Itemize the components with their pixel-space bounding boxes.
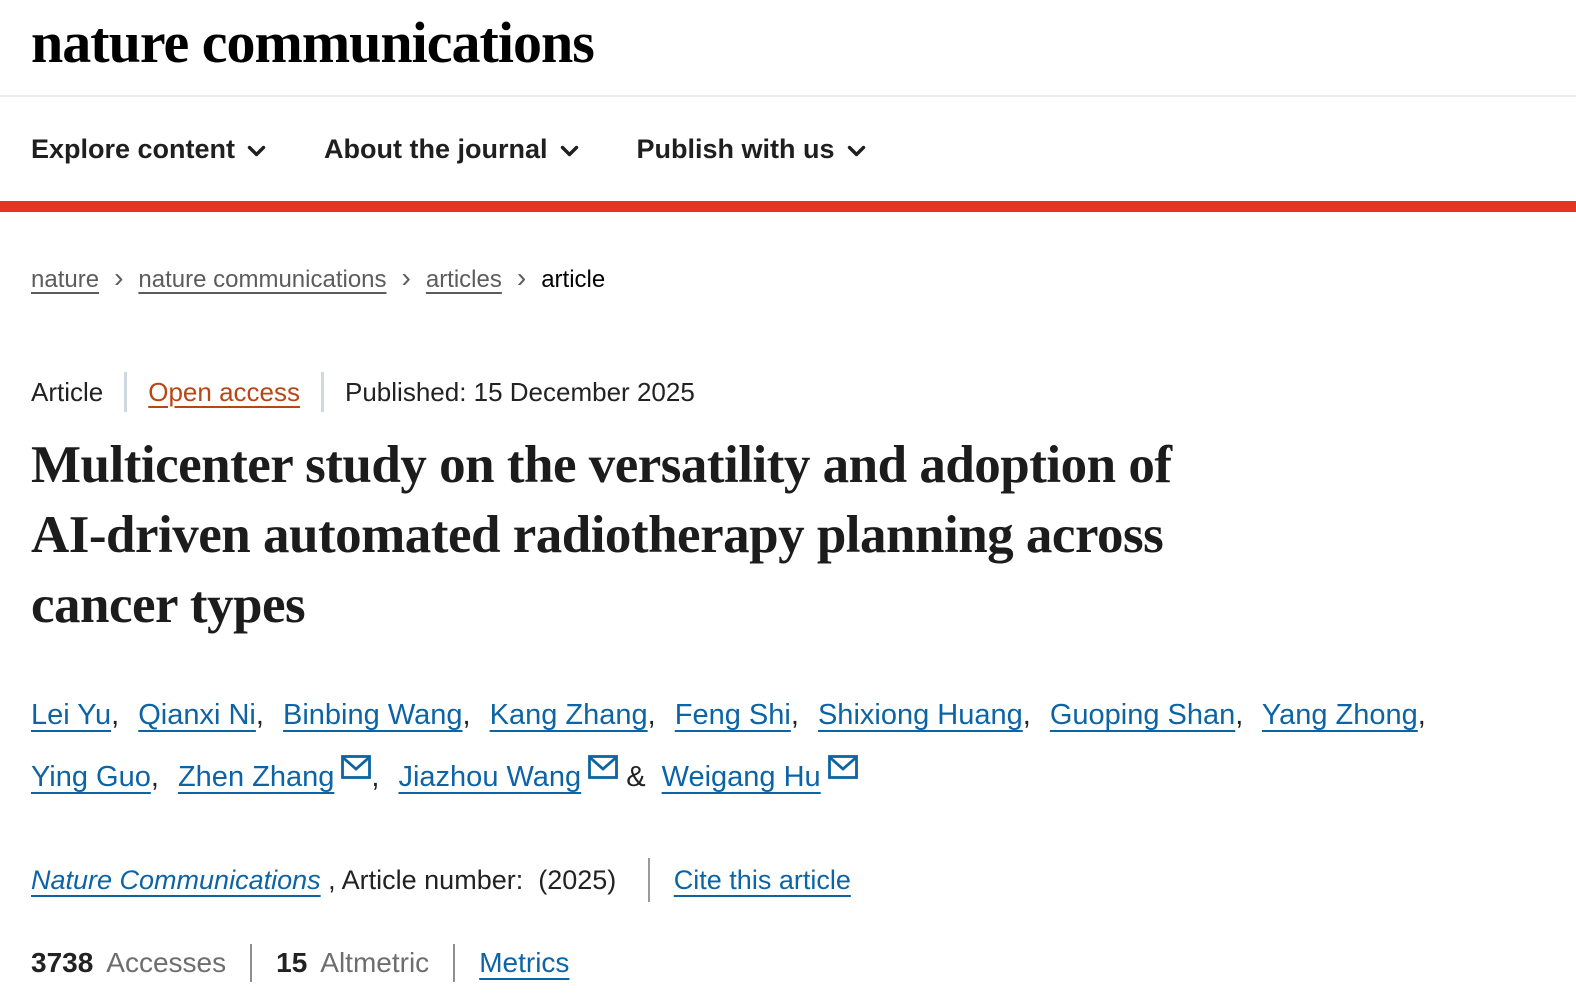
email-icon[interactable] [341,739,372,801]
nav-explore-content-label: Explore content [31,133,236,164]
published-date: Published: 15 December 2025 [345,376,695,407]
nav-about-the-journal-label: About the journal [324,133,548,164]
article-meta-row: Article Open access Published: 15 Decemb… [31,372,1545,412]
breadcrumb-current-article: article [541,266,606,293]
author-separator: , [150,761,159,793]
article-title-line: cancer types [31,576,306,634]
logo-bar: nature communications [0,0,1576,97]
author-separator: , [111,699,120,731]
breadcrumb-separator-icon: › [401,262,411,293]
article-title-line: Multicenter study on the versatility and… [31,436,1172,494]
metric-divider [453,944,456,982]
altmetric-label: Altmetric [320,947,430,978]
author-link[interactable]: Feng Shi [674,699,791,731]
citation-divider [647,858,650,902]
open-access-link[interactable]: Open access [148,376,300,407]
author-separator: , [790,699,799,731]
author-separator: , [371,761,380,793]
journal-citation-row: Nature Communications , Article number: … [31,858,1545,902]
author-separator: , [1022,699,1031,731]
chevron-down-icon [560,145,578,156]
author-separator: , [1417,699,1426,731]
author-link[interactable]: Zhen Zhang [177,761,335,793]
article-type-label: Article [31,376,104,407]
author-link[interactable]: Yang Zhong [1261,699,1418,731]
author-link[interactable]: Weigang Hu [661,761,821,793]
altmetric-count: 15 [276,947,308,978]
chevron-down-icon [247,145,266,156]
metric-divider [250,944,253,982]
nav-publish-with-us-label: Publish with us [636,133,835,164]
site-header: nature communications Explore content Ab… [0,0,1576,212]
author-ampersand: & [626,761,646,793]
author-link[interactable]: Binbing Wang [283,699,463,731]
author-link[interactable]: Kang Zhang [489,699,648,731]
main-nav: Explore content About the journal Publis… [0,97,1576,201]
author-link[interactable]: Guoping Shan [1049,699,1236,731]
breadcrumb: nature › nature communications › article… [31,264,1545,296]
author-link[interactable]: Jiazhou Wang [398,761,582,793]
author-separator: , [1235,699,1244,731]
breadcrumb-separator-icon: › [516,262,527,293]
meta-divider [321,372,324,412]
nav-publish-with-us[interactable]: Publish with us [637,134,866,165]
author-list: Lei Yu, Qianxi Ni, Binbing Wang, Kang Zh… [31,684,1501,808]
accesses-count: 3738 [31,947,94,978]
article-number-text: , Article number: (2025) [320,864,624,895]
author-separator: , [462,699,471,731]
journal-name-link[interactable]: Nature Communications [31,864,321,895]
article-title: Multicenter study on the versatility and… [31,430,1491,640]
nav-explore-content[interactable]: Explore content [31,134,266,165]
journal-logo[interactable]: nature communications [31,9,595,75]
meta-divider [124,372,128,412]
author-link[interactable]: Qianxi Ni [138,699,256,731]
metrics-link[interactable]: Metrics [479,947,570,978]
metrics-row: 3738 Accesses 15 Altmetric Metrics [31,944,1545,982]
breadcrumb-separator-icon: › [114,262,124,293]
author-link[interactable]: Shixiong Huang [817,699,1023,731]
nav-about-the-journal[interactable]: About the journal [324,134,578,165]
cite-this-article-link[interactable]: Cite this article [673,864,851,895]
email-icon[interactable] [588,739,619,801]
author-link[interactable]: Lei Yu [31,699,112,731]
author-link[interactable]: Ying Guo [31,761,151,793]
author-separator: , [647,699,656,731]
brand-red-bar [0,201,1576,212]
breadcrumb-link-nature[interactable]: nature [31,266,100,293]
accesses-label: Accesses [106,947,227,978]
article-title-line: AI-driven automated radiotherapy plannin… [31,506,1164,564]
author-separator: , [255,699,264,731]
chevron-down-icon [847,145,865,156]
email-icon[interactable] [827,739,858,801]
article-header-section: nature › nature communications › article… [0,264,1576,982]
breadcrumb-link-nature-communications[interactable]: nature communications [138,266,387,293]
breadcrumb-link-articles[interactable]: articles [425,266,502,293]
